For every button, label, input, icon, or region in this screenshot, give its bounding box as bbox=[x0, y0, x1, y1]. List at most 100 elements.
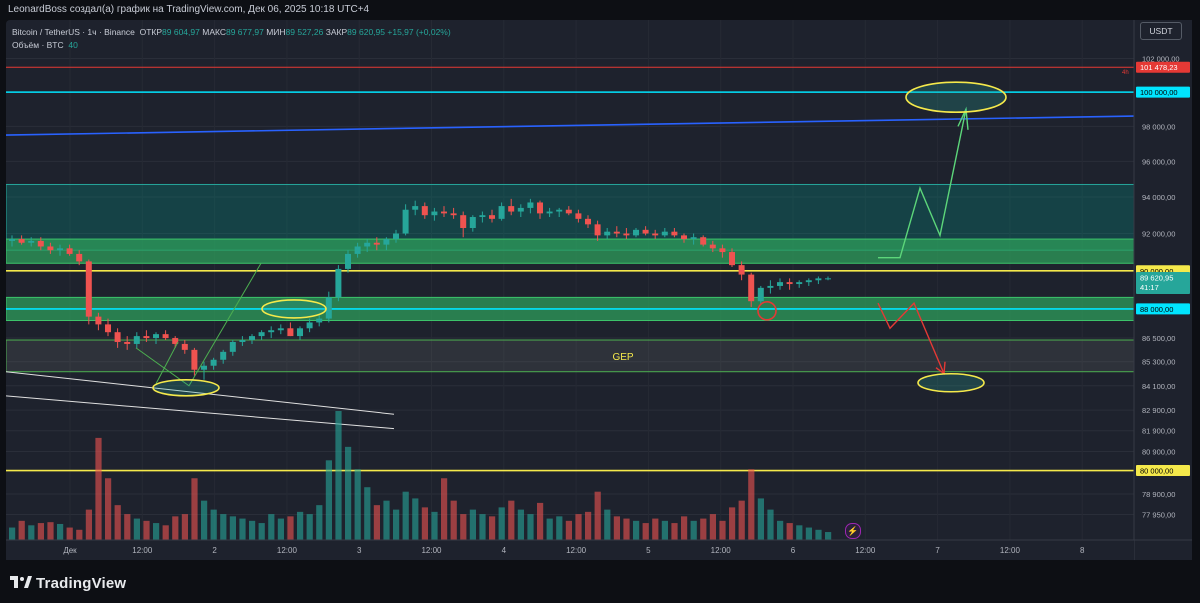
candle-body bbox=[220, 351, 227, 360]
time-axis[interactable] bbox=[6, 540, 1134, 560]
candle-body bbox=[421, 206, 428, 216]
volume-bar bbox=[383, 500, 390, 541]
time-tick-label: 4 bbox=[502, 546, 507, 555]
candle-body bbox=[709, 244, 716, 249]
volume-bar bbox=[729, 507, 736, 541]
target-down-ellipse bbox=[917, 372, 985, 393]
volume-bar bbox=[258, 523, 265, 541]
volume-bar bbox=[364, 487, 371, 541]
candle-body bbox=[153, 334, 159, 339]
tradingview-logo-icon bbox=[10, 576, 32, 590]
red-circle-marker bbox=[757, 301, 777, 321]
arrow-path bbox=[155, 341, 179, 384]
time-tick-label: 12:00 bbox=[132, 546, 153, 555]
currency-button[interactable]: USDT bbox=[1140, 22, 1182, 40]
volume-bar bbox=[469, 509, 476, 541]
candle-body bbox=[95, 316, 102, 325]
candle-body bbox=[325, 297, 332, 319]
volume-bar bbox=[287, 516, 294, 541]
candle-body bbox=[383, 239, 390, 245]
volume-bar bbox=[709, 514, 716, 541]
volume-bar bbox=[642, 523, 649, 541]
candle-body bbox=[47, 246, 54, 251]
price-badge bbox=[1136, 271, 1190, 294]
candle-body bbox=[431, 211, 438, 216]
candle-body bbox=[546, 211, 553, 214]
lightning-icon[interactable]: ⚡ bbox=[845, 523, 861, 539]
candle-body bbox=[393, 233, 399, 240]
volume-bar bbox=[325, 460, 332, 541]
candle-body bbox=[489, 215, 495, 219]
close-value: 89 620,95 bbox=[347, 27, 385, 37]
candle-body bbox=[537, 202, 543, 214]
volume-bar bbox=[498, 507, 505, 541]
time-tick-label: 7 bbox=[935, 546, 940, 555]
candle-body bbox=[748, 274, 755, 302]
volume-bar bbox=[201, 500, 208, 541]
candle-body bbox=[469, 217, 476, 229]
volume-bar bbox=[412, 498, 419, 541]
volume-bar bbox=[767, 509, 774, 541]
volume-bar bbox=[671, 523, 678, 541]
volume-bar bbox=[153, 523, 160, 541]
price-tick-label: 80 900,00 bbox=[1142, 448, 1175, 457]
arrow-up-icon bbox=[957, 106, 969, 130]
price-tick-label: 86 500,00 bbox=[1142, 334, 1175, 343]
candle-body bbox=[412, 206, 419, 210]
volume-bar bbox=[489, 516, 496, 541]
volume-bar bbox=[537, 502, 544, 541]
price-tick-label: 81 900,00 bbox=[1142, 427, 1175, 436]
candle-body bbox=[172, 338, 179, 344]
volume-bar bbox=[431, 511, 438, 541]
symbol-label[interactable]: Bitcoin / TetherUS · 1ч · Binance bbox=[12, 27, 135, 37]
chart-panel[interactable]: GEP 4h 102 000,00 98 000,00 96 000,00 94 000,… bbox=[5, 20, 1192, 560]
high-label: МАКС bbox=[202, 27, 226, 37]
volume-bar bbox=[95, 437, 102, 541]
volume-bar bbox=[527, 514, 534, 541]
volume-bar bbox=[143, 520, 150, 541]
volume-bar bbox=[652, 518, 659, 541]
volume-bar bbox=[57, 523, 64, 541]
candle-body bbox=[114, 332, 121, 342]
candle-body bbox=[633, 229, 639, 236]
high-value: 89 677,97 bbox=[225, 27, 264, 37]
price-badge-label: 88 000,00 bbox=[1140, 305, 1173, 314]
candle-body bbox=[575, 213, 582, 219]
price-tick-label: 94 000,00 bbox=[1142, 193, 1175, 202]
volume-bar bbox=[585, 511, 592, 541]
low-ellipse bbox=[152, 378, 220, 397]
volume-bar bbox=[681, 516, 688, 541]
open-value: 89 604,97 bbox=[162, 27, 200, 37]
volume-bar bbox=[719, 520, 726, 541]
volume-bar bbox=[546, 518, 553, 541]
candle-body bbox=[124, 341, 131, 344]
time-tick-label: 12:00 bbox=[566, 546, 587, 555]
projection-up-path bbox=[878, 109, 967, 259]
price-chart[interactable]: GEP 4h 102 000,00 98 000,00 96 000,00 94 000,… bbox=[5, 20, 1192, 560]
time-tick-label: 6 bbox=[791, 546, 796, 555]
price-tick-label: 84 100,00 bbox=[1142, 382, 1175, 391]
volume-bar bbox=[815, 529, 822, 541]
candle-body bbox=[671, 231, 678, 236]
candle-body bbox=[652, 233, 659, 236]
trendline-blue bbox=[5, 115, 1135, 136]
volume-bar bbox=[268, 514, 275, 541]
volume-bar bbox=[66, 527, 73, 541]
ohlc-legend: Bitcoin / TetherUS · 1ч · Binance ОТКР89… bbox=[12, 27, 451, 37]
candle-body bbox=[373, 242, 380, 245]
countdown-label: 41:17 bbox=[1140, 283, 1159, 292]
volume-bar bbox=[76, 529, 83, 541]
price-badge-label: 90 000,00 bbox=[1140, 267, 1173, 276]
target-ellipse bbox=[905, 81, 1007, 114]
time-tick-label: 8 bbox=[1080, 546, 1085, 555]
candle-body bbox=[729, 252, 735, 266]
candle-body bbox=[37, 240, 44, 247]
volume-bar bbox=[479, 514, 486, 541]
candle-body bbox=[767, 285, 774, 288]
candle-body bbox=[738, 265, 745, 275]
candle-body bbox=[18, 239, 25, 243]
volume-bar bbox=[556, 516, 563, 541]
footer-brand: TradingView bbox=[10, 573, 126, 593]
price-badge bbox=[1136, 465, 1190, 477]
candle-body bbox=[585, 218, 591, 225]
